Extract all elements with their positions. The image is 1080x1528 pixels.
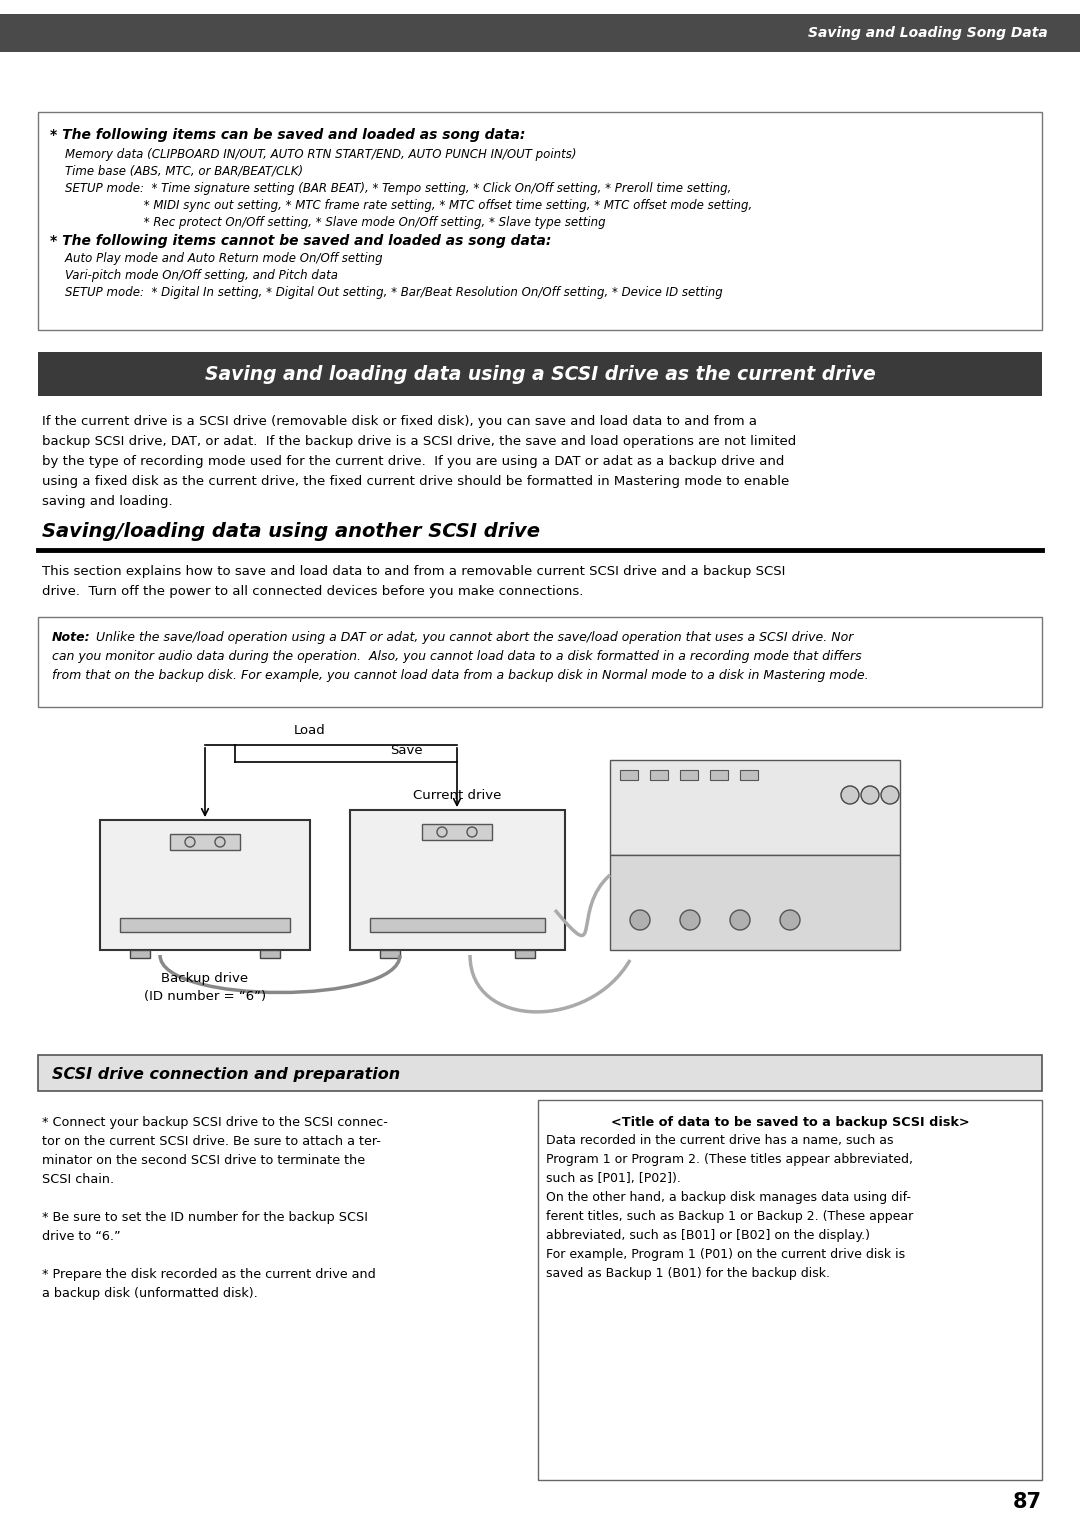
Circle shape [730, 911, 750, 931]
Circle shape [467, 827, 477, 837]
Text: 87: 87 [1013, 1491, 1042, 1513]
Bar [38, 351, 1042, 396]
Text: a backup disk (unformatted disk).: a backup disk (unformatted disk). [42, 1287, 258, 1300]
Circle shape [841, 785, 859, 804]
Bar [130, 950, 150, 958]
Text: Current drive: Current drive [413, 788, 501, 802]
Text: If the current drive is a SCSI drive (removable disk or fixed disk), you can sav: If the current drive is a SCSI drive (re… [42, 416, 757, 428]
Text: (ID number = “6”): (ID number = “6”) [144, 990, 266, 1002]
Text: Save: Save [390, 744, 422, 756]
Text: Backup drive: Backup drive [161, 972, 248, 986]
Text: abbreviated, such as [B01] or [B02] on the display.): abbreviated, such as [B01] or [B02] on t… [546, 1229, 870, 1242]
Text: Auto Play mode and Auto Return mode On/Off setting: Auto Play mode and Auto Return mode On/O… [50, 252, 382, 264]
Text: * The following items cannot be saved and loaded as song data:: * The following items cannot be saved an… [50, 234, 552, 248]
Text: saving and loading.: saving and loading. [42, 495, 173, 507]
Text: Memory data (CLIPBOARD IN/OUT, AUTO RTN START/END, AUTO PUNCH IN/OUT points): Memory data (CLIPBOARD IN/OUT, AUTO RTN … [50, 148, 577, 160]
Bar [260, 950, 280, 958]
Bar [38, 112, 1042, 330]
Bar [515, 950, 535, 958]
Text: SETUP mode:  * Time signature setting (BAR BEAT), * Tempo setting, * Click On/Of: SETUP mode: * Time signature setting (BA… [50, 182, 731, 196]
Text: * The following items can be saved and loaded as song data:: * The following items can be saved and l… [50, 128, 525, 142]
Bar [350, 810, 565, 950]
Text: For example, Program 1 (P01) on the current drive disk is: For example, Program 1 (P01) on the curr… [546, 1248, 905, 1261]
Text: using a fixed disk as the current drive, the fixed current drive should be forma: using a fixed disk as the current drive,… [42, 475, 789, 487]
Text: Saving and loading data using a SCSI drive as the current drive: Saving and loading data using a SCSI dri… [204, 365, 876, 384]
Text: Vari-pitch mode On/Off setting, and Pitch data: Vari-pitch mode On/Off setting, and Pitc… [50, 269, 338, 283]
Bar [650, 770, 669, 779]
Text: can you monitor audio data during the operation.  Also, you cannot load data to : can you monitor audio data during the op… [52, 649, 862, 663]
Text: This section explains how to save and load data to and from a removable current : This section explains how to save and lo… [42, 565, 785, 578]
Text: Note:: Note: [52, 631, 91, 643]
Text: by the type of recording mode used for the current drive.  If you are using a DA: by the type of recording mode used for t… [42, 455, 784, 468]
Bar [422, 824, 492, 840]
Text: backup SCSI drive, DAT, or adat.  If the backup drive is a SCSI drive, the save : backup SCSI drive, DAT, or adat. If the … [42, 435, 796, 448]
Text: minator on the second SCSI drive to terminate the: minator on the second SCSI drive to term… [42, 1154, 365, 1167]
Bar [38, 617, 1042, 707]
Text: On the other hand, a backup disk manages data using dif-: On the other hand, a backup disk manages… [546, 1190, 912, 1204]
Circle shape [861, 785, 879, 804]
Text: ferent titles, such as Backup 1 or Backup 2. (These appear: ferent titles, such as Backup 1 or Backu… [546, 1210, 914, 1222]
Bar [380, 950, 400, 958]
Bar [170, 834, 240, 850]
Text: SETUP mode:  * Digital In setting, * Digital Out setting, * Bar/Beat Resolution : SETUP mode: * Digital In setting, * Digi… [50, 286, 723, 299]
Circle shape [437, 827, 447, 837]
Circle shape [185, 837, 195, 847]
Bar [610, 856, 900, 950]
Bar [538, 1100, 1042, 1481]
Bar [680, 770, 698, 779]
Bar [38, 1054, 1042, 1091]
Text: tor on the current SCSI drive. Be sure to attach a ter-: tor on the current SCSI drive. Be sure t… [42, 1135, 381, 1148]
Circle shape [881, 785, 899, 804]
Bar [100, 821, 310, 950]
Text: Program 1 or Program 2. (These titles appear abbreviated,: Program 1 or Program 2. (These titles ap… [546, 1154, 913, 1166]
Text: * Rec protect On/Off setting, * Slave mode On/Off setting, * Slave type setting: * Rec protect On/Off setting, * Slave mo… [50, 215, 606, 229]
Circle shape [780, 911, 800, 931]
Text: from that on the backup disk. For example, you cannot load data from a backup di: from that on the backup disk. For exampl… [52, 669, 868, 681]
Text: drive.  Turn off the power to all connected devices before you make connections.: drive. Turn off the power to all connect… [42, 585, 583, 597]
Text: <Title of data to be saved to a backup SCSI disk>: <Title of data to be saved to a backup S… [610, 1115, 970, 1129]
Text: saved as Backup 1 (B01) for the backup disk.: saved as Backup 1 (B01) for the backup d… [546, 1267, 831, 1280]
Text: * Connect your backup SCSI drive to the SCSI connec-: * Connect your backup SCSI drive to the … [42, 1115, 388, 1129]
Text: such as [P01], [P02]).: such as [P01], [P02]). [546, 1172, 680, 1186]
Text: * MIDI sync out setting, * MTC frame rate setting, * MTC offset time setting, * : * MIDI sync out setting, * MTC frame rat… [50, 199, 753, 212]
Text: * Be sure to set the ID number for the backup SCSI: * Be sure to set the ID number for the b… [42, 1212, 368, 1224]
Bar [740, 770, 758, 779]
Bar [0, 14, 1080, 52]
Bar [620, 770, 638, 779]
Text: Saving/loading data using another SCSI drive: Saving/loading data using another SCSI d… [42, 523, 540, 541]
Bar [370, 918, 545, 932]
Circle shape [630, 911, 650, 931]
Text: Saving and Loading Song Data: Saving and Loading Song Data [808, 26, 1048, 40]
Circle shape [680, 911, 700, 931]
Circle shape [215, 837, 225, 847]
Bar [710, 770, 728, 779]
Bar [120, 918, 291, 932]
Bar [610, 759, 900, 856]
Text: SCSI chain.: SCSI chain. [42, 1174, 114, 1186]
Text: Unlike the save/load operation using a DAT or adat, you cannot abort the save/lo: Unlike the save/load operation using a D… [96, 631, 853, 643]
Text: drive to “6.”: drive to “6.” [42, 1230, 121, 1242]
Text: * Prepare the disk recorded as the current drive and: * Prepare the disk recorded as the curre… [42, 1268, 376, 1280]
Text: SCSI drive connection and preparation: SCSI drive connection and preparation [52, 1068, 400, 1082]
Text: Time base (ABS, MTC, or BAR/BEAT/CLK): Time base (ABS, MTC, or BAR/BEAT/CLK) [50, 165, 303, 177]
Text: Load: Load [294, 724, 326, 736]
Text: Data recorded in the current drive has a name, such as: Data recorded in the current drive has a… [546, 1134, 893, 1148]
